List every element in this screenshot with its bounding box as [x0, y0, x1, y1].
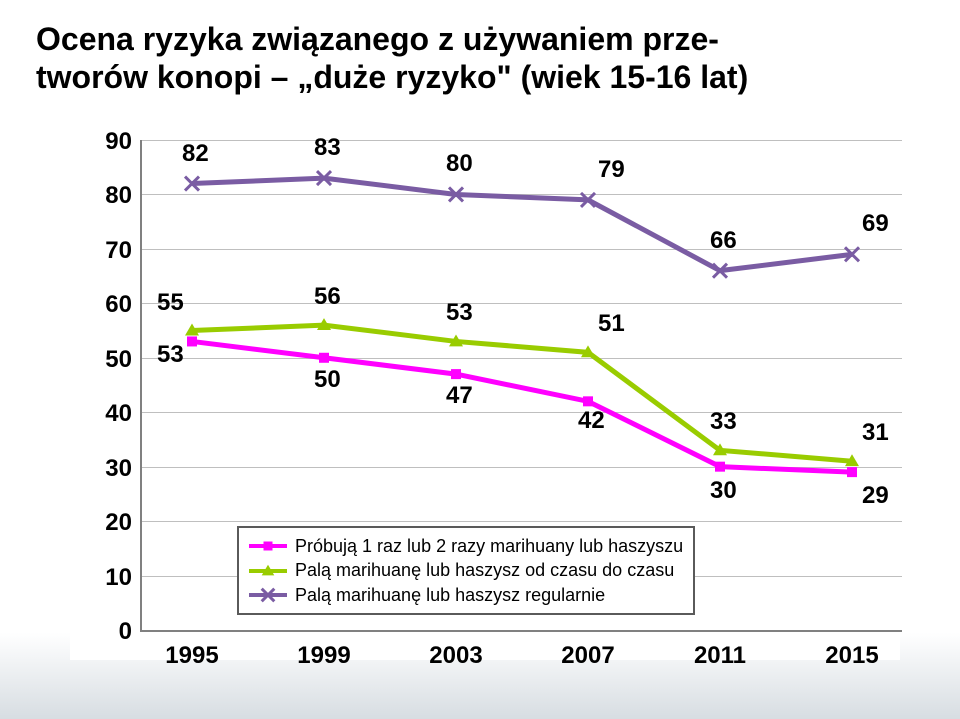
data-label: 53 — [157, 341, 184, 369]
data-label: 47 — [446, 382, 473, 410]
data-label: 51 — [598, 310, 625, 338]
data-label: 56 — [314, 283, 341, 311]
y-tick-label: 10 — [82, 564, 132, 592]
x-tick-label: 1995 — [142, 642, 242, 670]
legend-label: Palą marihuanę lub haszysz regularnie — [295, 583, 605, 607]
series-line — [192, 178, 852, 271]
legend-label: Próbują 1 raz lub 2 razy marihuany lub h… — [295, 534, 683, 558]
chart-title: Ocena ryzyka związanego z używaniem prze… — [36, 20, 916, 97]
x-tick-label: 2015 — [802, 642, 902, 670]
series-marker — [847, 467, 857, 477]
data-label: 42 — [578, 407, 605, 435]
title-line-1: Ocena ryzyka związanego z używaniem prze… — [36, 21, 719, 57]
x-tick-label: 2003 — [406, 642, 506, 670]
legend-item: Palą marihuanę lub haszysz regularnie — [249, 583, 683, 607]
data-label: 53 — [446, 299, 473, 327]
y-tick-label: 80 — [82, 182, 132, 210]
data-label: 80 — [446, 150, 473, 178]
data-label: 31 — [862, 419, 889, 447]
slide: Ocena ryzyka związanego z używaniem prze… — [0, 0, 960, 719]
y-tick-label: 60 — [82, 291, 132, 319]
data-label: 33 — [710, 408, 737, 436]
data-label: 30 — [710, 477, 737, 505]
x-tick-label: 1999 — [274, 642, 374, 670]
y-tick-label: 50 — [82, 346, 132, 374]
legend-label: Palą marihuanę lub haszysz od czasu do c… — [295, 558, 674, 582]
legend: Próbują 1 raz lub 2 razy marihuany lub h… — [237, 526, 695, 615]
y-tick-label: 40 — [82, 400, 132, 428]
data-label: 79 — [598, 156, 625, 184]
data-label: 29 — [862, 482, 889, 510]
title-line-2: tworów konopi – „duże ryzyko" (wiek 15-1… — [36, 59, 748, 95]
y-tick-label: 70 — [82, 237, 132, 265]
data-label: 66 — [710, 227, 737, 255]
chart-area: 0102030405060708090 19951999200320072011… — [70, 140, 900, 660]
series-marker — [451, 369, 461, 379]
legend-swatch — [249, 537, 287, 555]
legend-swatch — [249, 586, 287, 604]
legend-item: Palą marihuanę lub haszysz od czasu do c… — [249, 558, 683, 582]
series-marker — [583, 396, 593, 406]
x-tick-label: 2007 — [538, 642, 638, 670]
data-label: 50 — [314, 366, 341, 394]
series-marker — [187, 336, 197, 346]
plot-area: 0102030405060708090 19951999200320072011… — [140, 140, 902, 632]
legend-item: Próbują 1 raz lub 2 razy marihuany lub h… — [249, 534, 683, 558]
y-tick-label: 90 — [82, 128, 132, 156]
x-tick-label: 2011 — [670, 642, 770, 670]
legend-swatch — [249, 562, 287, 580]
y-tick-label: 0 — [82, 618, 132, 646]
series-marker — [319, 353, 329, 363]
y-tick-label: 20 — [82, 509, 132, 537]
data-label: 82 — [182, 140, 209, 168]
data-label: 69 — [862, 210, 889, 238]
series-line — [192, 325, 852, 461]
series-marker — [715, 462, 725, 472]
data-label: 55 — [157, 289, 184, 317]
y-tick-label: 30 — [82, 455, 132, 483]
data-label: 83 — [314, 134, 341, 162]
